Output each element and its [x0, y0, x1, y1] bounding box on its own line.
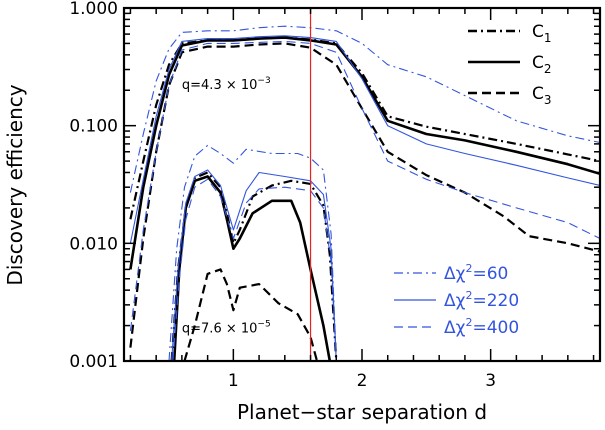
- legend-superscript: 2: [465, 316, 472, 329]
- legend-threshold-value: =60: [472, 264, 508, 284]
- annotation-mass-ratio: q=4.3 × 10−3: [182, 76, 271, 93]
- x-axis-title: Planet−star separation d: [237, 400, 487, 424]
- y-tick-label: 0.100: [69, 117, 118, 137]
- annotation-exponent: −5: [257, 319, 270, 329]
- plot-frame: [122, 6, 602, 363]
- legend-label-c1: C1: [532, 22, 552, 45]
- series-line-low-q-blue-solid: [171, 169, 337, 361]
- y-axis-title: Discovery efficiency: [3, 84, 27, 285]
- series-line-high-q-blue-solid: [129, 35, 600, 244]
- series-line-low-q-black-solid: [172, 175, 332, 361]
- legend-threshold-value: =220: [472, 291, 519, 311]
- annotation-exponent: −3: [257, 76, 270, 86]
- y-tick-label: 0.001: [69, 352, 118, 372]
- series-line-high-q-black-solid: [129, 36, 600, 270]
- x-tick-label: 2: [357, 371, 368, 391]
- axis-tick-labels: 1 2 3 0.001 0.010 0.100 1.000: [69, 0, 496, 391]
- annotations: q=4.3 × 10−3 q=7.6 × 10−5: [182, 76, 271, 336]
- y-tick-label: 1.000: [69, 0, 118, 19]
- series-line-high-q-black-dashdot: [129, 36, 600, 220]
- legend-superscript: 2: [465, 262, 472, 275]
- legend-label-delta-chi2: Δχ2=400: [444, 316, 519, 338]
- series-line-low-q-black-dashed: [183, 268, 319, 361]
- x-tick-label: 1: [228, 371, 239, 391]
- series-line-high-q-blue-dashdot: [129, 25, 600, 193]
- axis-ticks: [124, 7, 600, 362]
- legend-label-delta-chi2: Δχ2=220: [444, 289, 519, 311]
- legend-threshold-value: =400: [472, 318, 519, 338]
- legend-superscript: 2: [465, 289, 472, 302]
- curves-layer: [129, 25, 600, 361]
- legend-delta-chi2: Δχ2=60 Δχ2=220 Δχ2=400: [394, 262, 519, 338]
- series-line-low-q-blue-dashed: [172, 178, 337, 361]
- legend-label-c3: C3: [532, 84, 552, 107]
- legend-curve-types: C1 C2 C3: [468, 22, 552, 107]
- legend-subscript: 2: [544, 62, 552, 76]
- legend-subscript: 1: [544, 31, 552, 45]
- annotation-mass-ratio: q=7.6 × 10−5: [182, 319, 271, 336]
- y-tick-label: 0.010: [69, 234, 118, 254]
- legend-label-c2: C2: [532, 53, 552, 76]
- legend-subscript: 3: [544, 93, 552, 107]
- x-tick-label: 3: [485, 371, 496, 391]
- legend-label-delta-chi2: Δχ2=60: [444, 262, 508, 284]
- series-line-low-q-black-dashdot: [170, 171, 338, 361]
